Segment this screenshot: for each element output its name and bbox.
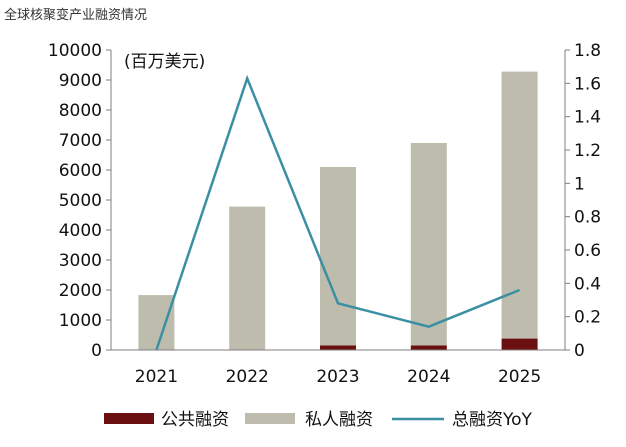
bar-private-2023: [320, 167, 356, 346]
bar-private-2021: [138, 295, 175, 350]
left-tick-label: 10000: [48, 41, 102, 61]
left-tick-label: 9000: [59, 71, 102, 91]
x-tick-label: 2024: [407, 367, 450, 387]
right-tick-label: 0: [574, 341, 585, 361]
left-tick-label: 7000: [59, 131, 102, 151]
bar-private-2025: [501, 71, 538, 339]
right-tick-label: 0.6: [574, 241, 601, 261]
bar-public-2023: [320, 345, 356, 350]
right-tick-label: 0.8: [574, 208, 601, 228]
bar-private-2022: [229, 206, 266, 350]
right-tick-label: 1.2: [574, 141, 601, 161]
x-tick-label: 2025: [498, 367, 541, 387]
legend-public-swatch: [104, 413, 154, 424]
legend-public-label: 公共融资: [161, 410, 229, 430]
x-tick-label: 2023: [316, 367, 359, 387]
unit-label: (百万美元): [124, 52, 205, 72]
right-tick-label: 1.4: [574, 108, 601, 128]
bars-layer: [138, 71, 538, 350]
bar-private-2024: [410, 143, 447, 346]
left-tick-label: 6000: [59, 161, 102, 181]
x-tick-label: 2021: [135, 367, 178, 387]
legend-private-swatch: [245, 413, 295, 424]
right-tick-label: 1.6: [574, 74, 601, 94]
left-tick-label: 4000: [59, 221, 102, 241]
left-tick-label: 0: [91, 341, 102, 361]
right-tick-label: 1: [574, 174, 585, 194]
right-tick-label: 0.4: [574, 274, 601, 294]
left-tick-label: 1000: [59, 311, 102, 331]
bar-public-2024: [410, 345, 447, 350]
right-tick-label: 0.2: [574, 308, 601, 328]
left-tick-label: 5000: [59, 191, 102, 211]
left-tick-label: 2000: [59, 281, 102, 301]
legend-private-label: 私人融资: [305, 410, 373, 430]
bar-public-2025: [501, 338, 538, 350]
x-tick-label: 2022: [226, 367, 269, 387]
legend-yoy-label: 总融资YoY: [452, 410, 533, 430]
page-title: 全球核聚变产业融资情况: [4, 8, 148, 23]
left-tick-label: 3000: [59, 251, 102, 271]
legend: 公共融资 私人融资 总融资YoY: [104, 410, 533, 430]
left-axis-ticks: 0 1000 2000 3000 4000 5000 6000 7000 8000 9000 100…: [48, 41, 111, 361]
right-axis-ticks: 0 0.2 0.4 0.6 0.8 1 1.2 1.4 1.6 1.8: [565, 41, 601, 361]
right-tick-label: 1.8: [574, 41, 601, 61]
x-axis-ticks: 2021 2022 2023 2024 2025: [135, 367, 541, 387]
left-tick-label: 8000: [59, 101, 102, 121]
